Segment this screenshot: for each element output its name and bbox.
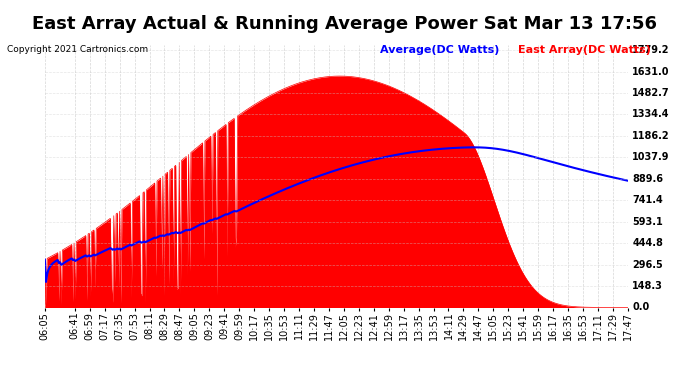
Text: 1631.0: 1631.0 (632, 67, 670, 76)
Text: 444.8: 444.8 (632, 238, 663, 248)
Text: East Array Actual & Running Average Power Sat Mar 13 17:56: East Array Actual & Running Average Powe… (32, 15, 658, 33)
Text: Copyright 2021 Cartronics.com: Copyright 2021 Cartronics.com (7, 45, 148, 54)
Text: 741.4: 741.4 (632, 195, 663, 205)
Text: 1779.2: 1779.2 (632, 45, 670, 55)
Text: 1482.7: 1482.7 (632, 88, 670, 98)
Text: East Array(DC Watts): East Array(DC Watts) (518, 45, 651, 55)
Text: 1334.4: 1334.4 (632, 110, 670, 120)
Text: 889.6: 889.6 (632, 174, 663, 184)
Text: 593.1: 593.1 (632, 217, 663, 227)
Text: 0.0: 0.0 (632, 303, 649, 312)
Text: 1186.2: 1186.2 (632, 131, 670, 141)
Text: 296.5: 296.5 (632, 260, 663, 270)
Text: 148.3: 148.3 (632, 281, 663, 291)
Text: Average(DC Watts): Average(DC Watts) (380, 45, 499, 55)
Text: 1037.9: 1037.9 (632, 152, 670, 162)
